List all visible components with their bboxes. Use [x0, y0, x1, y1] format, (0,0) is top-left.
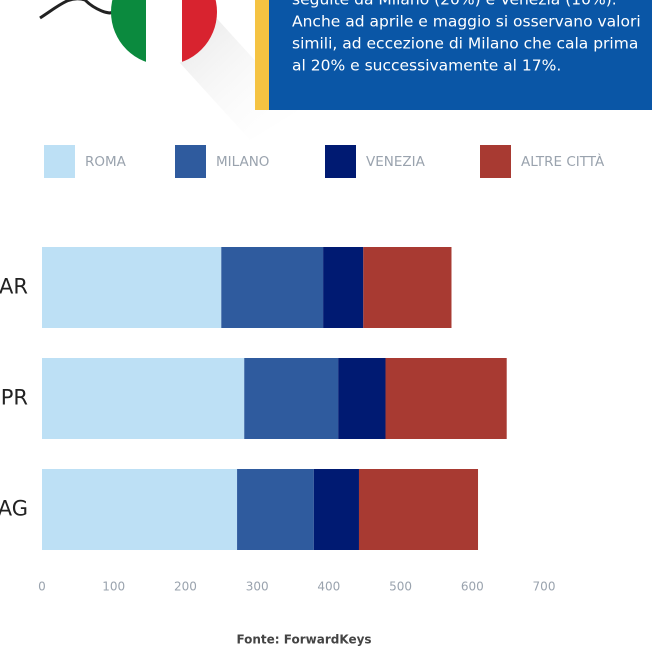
note-line: al 20% e successivamente al 17%. [292, 57, 561, 75]
x-tick-label: 200 [174, 580, 197, 594]
category-label: AR [0, 275, 28, 299]
x-tick-label: 300 [246, 580, 269, 594]
legend-label: ALTRE CITTÀ [521, 153, 605, 170]
legend-label: VENEZIA [366, 154, 426, 170]
x-tick-label: 100 [102, 580, 125, 594]
bar-segment [244, 358, 339, 439]
x-tick-label: 400 [317, 580, 340, 594]
legend-swatch [325, 145, 356, 178]
legend-swatch [175, 145, 206, 178]
legend-swatch [480, 145, 511, 178]
source: Fonte: ForwardKeys [236, 633, 371, 647]
x-tick-label: 700 [533, 580, 556, 594]
note-line: simili, ad eccezione di Milano che cala … [292, 35, 638, 53]
note-line: seguite da Milano (20%) e Venezia (10%). [292, 0, 617, 9]
legend-swatch [44, 145, 75, 178]
x-tick-label: 500 [389, 580, 412, 594]
bar-segment [358, 469, 479, 550]
bar-segment [338, 358, 386, 439]
category-label: AG [0, 497, 28, 521]
category-label: PR [1, 386, 28, 410]
note-box [269, 0, 652, 110]
x-tick-label: 0 [38, 580, 46, 594]
bar-segment [363, 247, 452, 328]
map-outline [39, 0, 114, 20]
legend-label: MILANO [216, 154, 269, 170]
legend-label: ROMA [85, 154, 127, 170]
bar-segment [42, 469, 238, 550]
bar-segment [385, 358, 507, 439]
x-tick-label: 600 [461, 580, 484, 594]
bar-segment [237, 469, 314, 550]
bar-segment [42, 247, 222, 328]
bar-segment [42, 358, 245, 439]
note-line: Anche ad aprile e maggio si osservano va… [292, 13, 641, 31]
note-text: seguite da Milano (20%) e Venezia (10%).… [292, 0, 641, 75]
accent-bar [255, 0, 269, 110]
bar-segment [323, 247, 364, 328]
bar-segment [313, 469, 359, 550]
bar-segment [221, 247, 324, 328]
